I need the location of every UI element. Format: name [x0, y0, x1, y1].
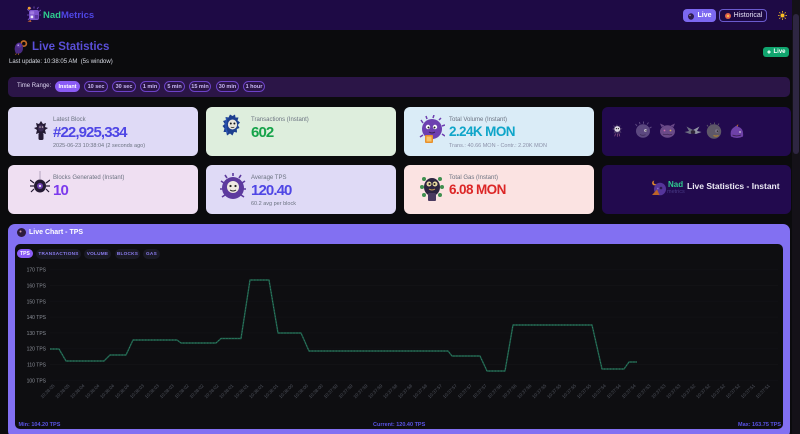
- svg-text:10:37:59: 10:37:59: [338, 383, 354, 399]
- svg-text:10:38:01: 10:38:01: [218, 383, 234, 399]
- svg-text:10:37:57: 10:37:57: [457, 383, 473, 399]
- svg-text:10:37:51: 10:37:51: [755, 383, 771, 399]
- svg-text:10:37:54: 10:37:54: [621, 383, 637, 399]
- svg-text:10:38:01: 10:38:01: [248, 383, 264, 399]
- svg-text:10:37:55: 10:37:55: [561, 383, 577, 399]
- svg-text:10:37:56: 10:37:56: [516, 383, 532, 399]
- svg-text:10:38:05: 10:38:05: [54, 383, 70, 399]
- svg-text:160 TPS: 160 TPS: [27, 284, 47, 290]
- svg-text:130 TPS: 130 TPS: [27, 331, 47, 337]
- svg-text:10:38:02: 10:38:02: [203, 383, 219, 399]
- svg-text:10:38:01: 10:38:01: [263, 383, 279, 399]
- svg-text:10:37:54: 10:37:54: [606, 383, 622, 399]
- svg-text:10:38:00: 10:38:00: [278, 383, 294, 399]
- svg-text:10:38:03: 10:38:03: [129, 383, 145, 399]
- svg-text:10:38:02: 10:38:02: [174, 383, 190, 399]
- svg-text:10:38:05: 10:38:05: [40, 383, 56, 399]
- svg-text:10:37:53: 10:37:53: [665, 383, 681, 399]
- svg-text:10:38:02: 10:38:02: [189, 383, 205, 399]
- svg-text:10:37:55: 10:37:55: [531, 383, 547, 399]
- svg-text:100 TPS: 100 TPS: [27, 378, 47, 384]
- svg-text:10:37:55: 10:37:55: [546, 383, 562, 399]
- svg-text:10:37:52: 10:37:52: [680, 383, 696, 399]
- svg-text:10:37:57: 10:37:57: [427, 383, 443, 399]
- svg-text:10:37:52: 10:37:52: [725, 383, 741, 399]
- svg-text:10:37:59: 10:37:59: [367, 383, 383, 399]
- svg-text:10:37:52: 10:37:52: [710, 383, 726, 399]
- svg-text:10:38:03: 10:38:03: [144, 383, 160, 399]
- svg-text:10:38:04: 10:38:04: [69, 383, 85, 399]
- svg-text:10:37:52: 10:37:52: [695, 383, 711, 399]
- svg-text:10:37:53: 10:37:53: [650, 383, 666, 399]
- svg-text:10:37:58: 10:37:58: [397, 383, 413, 399]
- svg-text:10:38:00: 10:38:00: [293, 383, 309, 399]
- svg-text:150 TPS: 150 TPS: [27, 299, 47, 305]
- svg-text:170 TPS: 170 TPS: [27, 268, 47, 274]
- svg-text:110 TPS: 110 TPS: [27, 363, 47, 369]
- svg-text:10:37:56: 10:37:56: [487, 383, 503, 399]
- svg-text:10:37:59: 10:37:59: [352, 383, 368, 399]
- svg-text:10:37:57: 10:37:57: [472, 383, 488, 399]
- svg-text:10:37:54: 10:37:54: [591, 383, 607, 399]
- svg-text:10:37:58: 10:37:58: [412, 383, 428, 399]
- svg-text:10:37:57: 10:37:57: [442, 383, 458, 399]
- svg-text:10:38:04: 10:38:04: [99, 383, 115, 399]
- svg-text:10:37:51: 10:37:51: [740, 383, 756, 399]
- svg-text:10:38:01: 10:38:01: [233, 383, 249, 399]
- svg-text:10:37:56: 10:37:56: [501, 383, 517, 399]
- svg-text:120 TPS: 120 TPS: [27, 347, 47, 353]
- svg-text:10:37:53: 10:37:53: [636, 383, 652, 399]
- svg-text:10:37:59: 10:37:59: [323, 383, 339, 399]
- svg-text:10:38:04: 10:38:04: [114, 383, 130, 399]
- svg-text:10:37:55: 10:37:55: [576, 383, 592, 399]
- svg-text:140 TPS: 140 TPS: [27, 315, 47, 321]
- svg-text:10:38:04: 10:38:04: [84, 383, 100, 399]
- svg-text:10:38:03: 10:38:03: [159, 383, 175, 399]
- svg-text:10:37:58: 10:37:58: [382, 383, 398, 399]
- svg-text:10:38:00: 10:38:00: [308, 383, 324, 399]
